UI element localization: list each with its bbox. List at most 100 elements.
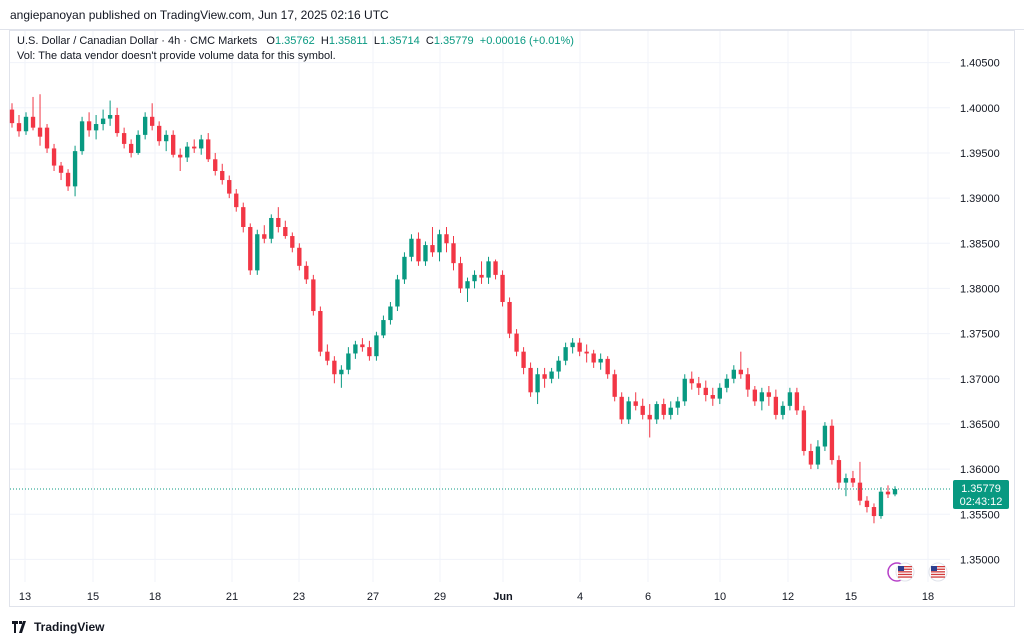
candle-body — [815, 446, 821, 465]
candle-body — [521, 351, 526, 368]
candle-body — [156, 125, 162, 142]
candle-body — [514, 333, 519, 352]
y-tick-label: 1.37500 — [960, 329, 1000, 341]
x-tick-label: 23 — [293, 591, 305, 603]
x-tick-label: 18 — [922, 591, 934, 603]
us-flag-icon-stripe — [931, 576, 945, 578]
candle-body — [72, 151, 78, 187]
chart-legend: U.S. Dollar / Canadian Dollar · 4h · CMC… — [17, 34, 574, 64]
candle-body — [871, 507, 877, 517]
candle-body — [37, 127, 43, 137]
open-label: O — [266, 35, 275, 47]
candle-body — [276, 217, 281, 228]
candle-body — [563, 347, 568, 361]
x-tick-label: 6 — [645, 591, 651, 603]
candle-body — [493, 261, 498, 275]
open-value: 1.35762 — [274, 35, 315, 47]
candle-body — [626, 401, 631, 420]
volume-note: Vol: The data vendor doesn't provide vol… — [17, 50, 336, 62]
candle-body — [30, 116, 36, 128]
candle-body — [710, 395, 715, 399]
candle-body — [227, 180, 232, 194]
candle-body — [185, 146, 190, 158]
candle-body — [612, 374, 617, 397]
candle-body — [822, 425, 828, 447]
candle-body — [647, 414, 652, 420]
candle-body — [23, 116, 29, 132]
candle-body — [759, 392, 765, 402]
us-flag-icon-stripe — [898, 576, 912, 578]
candle-body — [465, 281, 470, 289]
candle-body — [128, 143, 134, 153]
candle-body — [388, 306, 393, 321]
candle-body — [654, 404, 659, 420]
candle-body — [801, 410, 807, 452]
candle-body — [430, 245, 435, 253]
candle-body — [241, 207, 246, 228]
candle-body — [171, 134, 176, 155]
low-label: L — [373, 35, 381, 47]
candle-body — [885, 491, 891, 495]
x-tick-label: 21 — [226, 591, 238, 603]
candle-body — [675, 401, 680, 408]
candle-body — [416, 238, 421, 262]
x-tick-label: 15 — [845, 591, 857, 603]
price-tag-value: 1.35779 — [961, 483, 1001, 495]
x-tick-label: Jun — [493, 591, 513, 603]
candle-body — [360, 344, 365, 348]
candle-body — [696, 383, 701, 388]
candle-body — [262, 234, 267, 239]
chart-frame — [9, 30, 1015, 607]
candle-body — [234, 193, 239, 208]
candle-body — [16, 123, 22, 132]
candle-body — [507, 301, 512, 334]
tradingview-brand: TradingView — [34, 620, 105, 634]
candle-body — [283, 227, 288, 237]
candle-body — [395, 279, 400, 307]
candle-body — [248, 227, 253, 271]
candle-body — [535, 374, 540, 393]
candle-body — [808, 451, 814, 465]
x-tick-label: 10 — [714, 591, 726, 603]
candle-body — [549, 371, 554, 379]
candle-body — [864, 500, 870, 508]
us-flag-icon-canton — [931, 566, 937, 571]
candle-body — [121, 133, 127, 144]
x-tick-label: 12 — [782, 591, 794, 603]
candle-body — [591, 353, 596, 363]
candle-body — [86, 121, 92, 131]
us-flag-icon-stripe — [931, 568, 945, 570]
us-flag-icon-stripe — [898, 571, 912, 573]
candle-body — [107, 115, 113, 119]
tradingview-logo[interactable]: TradingView — [12, 612, 104, 642]
price-chart[interactable]: 1.40500 1.40000 1.39500 1.39000 1.38500 1.380… — [0, 0, 1024, 612]
candle-body — [486, 261, 491, 278]
candle-body — [787, 392, 793, 406]
us-flag-icon-stripe — [931, 573, 945, 576]
candle-body — [703, 387, 708, 396]
publisher-line: angiepanoyan published on TradingView.co… — [0, 0, 1024, 30]
us-flag-icon-stripe — [898, 566, 912, 568]
x-tick-label: 18 — [149, 591, 161, 603]
candle-body — [619, 396, 624, 420]
candle-body — [9, 109, 15, 124]
candle-body — [269, 217, 274, 239]
low-value: 1.35714 — [380, 35, 420, 47]
y-tick-label: 1.35000 — [960, 554, 1000, 566]
candle-body — [605, 358, 610, 375]
change-value: +0.00016 (+0.01%) — [479, 35, 574, 47]
candle-body — [766, 392, 772, 397]
candle-body — [304, 265, 309, 280]
symbol-title: U.S. Dollar / Canadian Dollar · 4h · CMC… — [17, 35, 258, 47]
candle-body — [836, 460, 842, 483]
candle-body — [598, 358, 603, 363]
candle-body — [857, 482, 863, 501]
close-label: C — [425, 35, 434, 47]
x-tick-label: 29 — [434, 591, 446, 603]
high-value: 1.35811 — [328, 35, 368, 47]
x-tick-label: 13 — [19, 591, 31, 603]
y-tick-label: 1.40000 — [960, 103, 1000, 115]
candle-body — [79, 121, 85, 152]
us-flag-icon-stripe — [931, 571, 945, 573]
y-tick-label: 1.39000 — [960, 193, 1000, 205]
